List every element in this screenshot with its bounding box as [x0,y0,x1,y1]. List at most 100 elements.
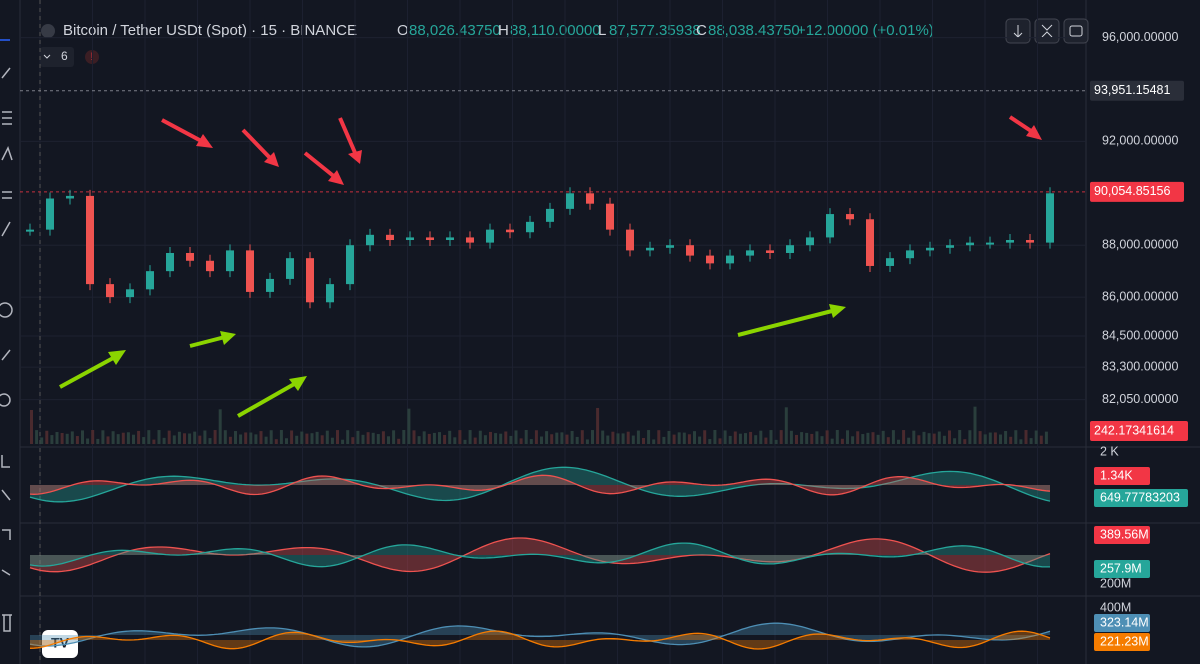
volume-bar [851,436,855,444]
volume-bar [397,438,401,444]
volume-bar [300,431,304,444]
volume-bar [703,430,707,444]
volume-bar [371,432,375,444]
volume-bar [698,436,702,444]
volume-bar [912,430,916,444]
volume-bar [999,434,1002,444]
volume-bar [779,430,783,444]
volume-bar [60,433,64,444]
volume-bar [769,430,773,444]
volume-bar [121,432,125,444]
volume-bar [820,436,824,444]
volume-bar [295,435,299,444]
indicator-count: 6 [61,49,68,63]
volume-bar [876,434,880,444]
volume-bar [412,430,416,444]
volume-bar [218,409,222,444]
volume-bar [891,430,895,444]
ohlc-key: C [696,22,707,39]
volume-bar [208,438,212,444]
volume-bar [387,436,390,444]
indicator-label: 257.9M [1100,561,1142,575]
volume-bar [948,430,951,444]
candle [86,195,94,285]
volume-bar [514,430,518,444]
volume-bar [978,431,982,444]
candle [626,229,634,251]
volume-bar [86,438,90,444]
volume-bar [50,435,54,444]
volume-bar [346,430,350,444]
volume-bar [795,434,798,444]
volume-bar [983,434,987,444]
volume-bar [443,434,447,444]
volume-bar [213,430,217,444]
indicator-tag [1094,633,1150,651]
button[interactable] [1063,18,1089,44]
volume-bar [631,435,635,444]
oscillator-2b-fill [30,543,1050,567]
price-tag-label: 90,054.85156 [1094,184,1171,198]
volume-bar [203,430,207,444]
volume-bar [1029,438,1033,444]
volume-bar [881,430,885,444]
volume-bar [142,437,146,444]
volume-bar [336,430,339,444]
oscillator-3b-fill [30,631,1050,649]
candle [346,245,354,285]
volume-bar [351,437,355,444]
button[interactable] [1034,18,1060,44]
y-tick-label: 84,500.00000 [1102,328,1179,342]
volume-bar [137,430,141,444]
volume-bar [835,430,839,444]
indicator-tag [1094,560,1150,578]
price-tag [1090,80,1184,101]
volume-bar [167,430,171,444]
header-buttons [1005,18,1089,44]
volume-bar [570,430,574,444]
candle [366,234,374,246]
volume-bar [157,430,161,444]
candle [566,193,574,209]
volume-bar [330,437,334,444]
volume-bar [810,433,814,444]
candle [946,245,954,248]
volume-bar [381,431,385,444]
volume-bar [274,439,278,444]
ohlc-value: 88,038.43750 [708,22,800,39]
indicator-toggle[interactable] [40,47,74,67]
volume-bar [580,430,584,444]
volume-bar [907,437,911,444]
y-tick-label: 92,000.00000 [1102,134,1179,148]
volume-bar [106,436,110,444]
tv-logo-text: TV [51,635,70,651]
volume-bar [902,430,906,444]
ohlc-key: H [498,22,509,39]
indicator-label: 649.77783203 [1100,490,1180,504]
volume-bar [30,410,33,444]
candle [106,284,114,298]
volume-bar [244,432,248,444]
indicator-label: 1.34K [1100,468,1133,482]
volume-bar [642,437,645,444]
volume-bar [402,430,406,444]
volume-bar [672,434,676,444]
volume-bar [993,432,997,444]
candle [526,221,534,233]
indicator-tag [1094,489,1188,507]
volume-bar [438,432,441,444]
volume-bar [830,438,834,444]
volume-bar [432,432,436,444]
ohlc-value: 87,577.35938 [609,22,701,39]
volume-bar [647,430,651,444]
candle [186,252,194,261]
y-tick-label: 83,300.00000 [1102,359,1179,373]
volume-bar [1044,431,1048,444]
volume-bar [932,433,936,444]
candle [326,284,334,303]
volume-bar [973,406,977,444]
volume-bar [162,437,166,444]
candle [966,242,974,246]
volume-bar [840,438,844,444]
